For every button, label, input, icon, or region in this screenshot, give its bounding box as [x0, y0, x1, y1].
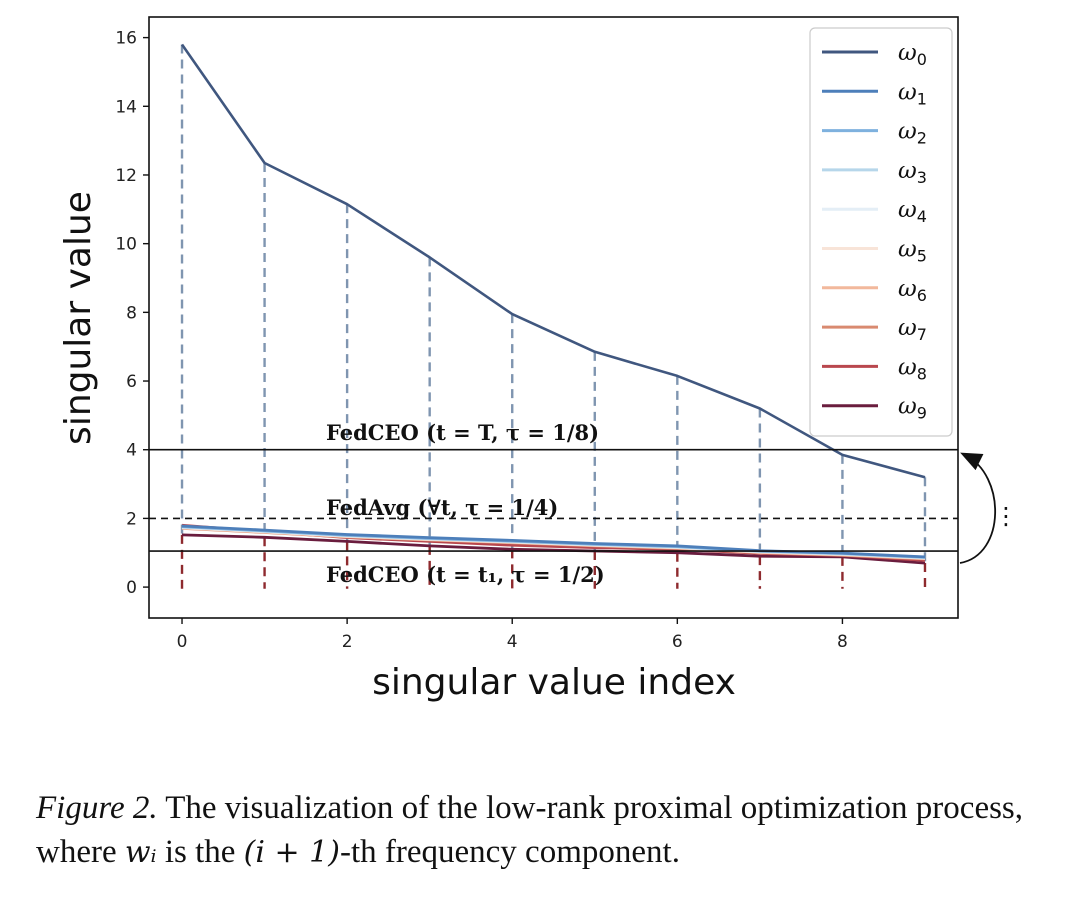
- x-tick-label: 0: [177, 632, 188, 652]
- reference-lines: [149, 448, 958, 552]
- legend-box: [809, 27, 953, 437]
- x-axis-label: singular value index: [372, 662, 736, 703]
- y-axis: 0 2 4 6 8 10 12 14 16: [115, 29, 149, 598]
- annotations: FedCEO (t = T, τ = 1/8) FedAvg (∀t, τ = …: [326, 420, 605, 587]
- curved-arrow: [959, 452, 997, 564]
- y-tick-label: 10: [115, 235, 137, 255]
- y-tick-label: 12: [115, 166, 137, 186]
- caption-text-1: The visualization of the low-rank proxim…: [36, 790, 1024, 870]
- y-axis-label: singular value: [58, 191, 99, 445]
- y-tick-label: 6: [126, 372, 137, 392]
- plot-frame: [148, 16, 959, 619]
- y-tick-label: 8: [126, 303, 137, 323]
- stems: [180, 44, 927, 589]
- figure-caption: Figure 2. The visualization of the low-r…: [36, 786, 1066, 875]
- x-tick-label: 8: [837, 632, 848, 652]
- caption-math-wi: wᵢ: [124, 835, 157, 870]
- annotation-fedceo-T: FedCEO (t = T, τ = 1/8): [326, 420, 599, 445]
- y-tick-label: 4: [126, 441, 137, 461]
- caption-text-3: -th frequency component.: [339, 834, 680, 870]
- x-tick-label: 2: [342, 632, 353, 652]
- annotation-fedceo-t1: FedCEO (t = t₁, τ = 1/2): [326, 562, 605, 587]
- caption-math-index: (i + 1): [243, 835, 340, 870]
- y-tick-label: 0: [126, 578, 137, 598]
- y-tick-label: 14: [115, 97, 137, 117]
- figure-label: Figure 2.: [36, 790, 158, 826]
- annotation-fedavg: FedAvg (∀t, τ = 1/4): [326, 495, 558, 520]
- x-tick-label: 6: [672, 632, 683, 652]
- x-tick-label: 4: [507, 632, 518, 652]
- vertical-ellipsis: ⋮: [994, 502, 1018, 530]
- series-line-omega1: [181, 524, 926, 559]
- x-axis: 0 2 4 6 8: [177, 618, 848, 652]
- chart: FedCEO (t = T, τ = 1/8) FedAvg (∀t, τ = …: [58, 16, 1018, 703]
- y-tick-label: 16: [115, 29, 137, 49]
- series-lines: [180, 43, 926, 565]
- series-line-omega9: [181, 533, 926, 565]
- series-line-omega0: [180, 43, 926, 479]
- caption-text-2: is the: [156, 834, 244, 870]
- y-tick-label: 2: [126, 509, 137, 529]
